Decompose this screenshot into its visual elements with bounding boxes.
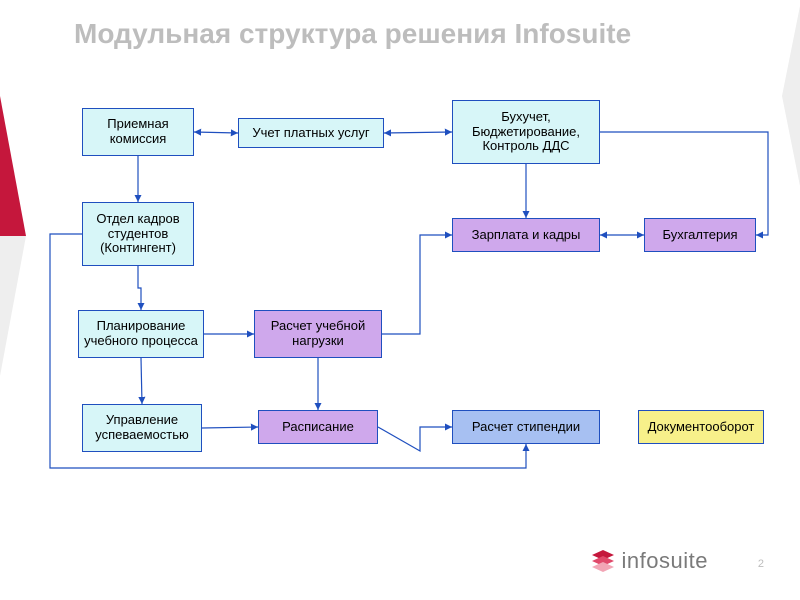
- node-planning: Планированиеучебного процесса: [78, 310, 204, 358]
- node-admissions: Приемнаякомиссия: [82, 108, 194, 156]
- node-workload: Расчет учебнойнагрузки: [254, 310, 382, 358]
- brand-logo-text: infosuite: [622, 548, 708, 574]
- node-paidserv: Учет платных услуг: [238, 118, 384, 148]
- node-bookkeeping: Бухгалтерия: [644, 218, 756, 252]
- diagram-edges: [0, 0, 800, 600]
- node-accounting3: Бухучет,Бюджетирование,Контроль ДДС: [452, 100, 600, 164]
- node-performance: Управлениеуспеваемостью: [82, 404, 202, 452]
- page-number: 2: [758, 558, 764, 570]
- decor-tri-right-1: [782, 6, 800, 96]
- node-hrstudents: Отдел кадровстудентов(Контингент): [82, 202, 194, 266]
- brand-logo: infosuite: [590, 548, 708, 574]
- decor-tri-left-2: [0, 236, 26, 376]
- decor-tri-right-2: [782, 96, 800, 186]
- brand-logo-icon: [590, 548, 616, 574]
- node-scholarship: Расчет стипендии: [452, 410, 600, 444]
- decor-tri-left-1: [0, 96, 26, 236]
- node-payroll: Зарплата и кадры: [452, 218, 600, 252]
- page-title: Модульная структура решения Infosuite: [74, 18, 631, 50]
- node-docflow: Документооборот: [638, 410, 764, 444]
- node-schedule: Расписание: [258, 410, 378, 444]
